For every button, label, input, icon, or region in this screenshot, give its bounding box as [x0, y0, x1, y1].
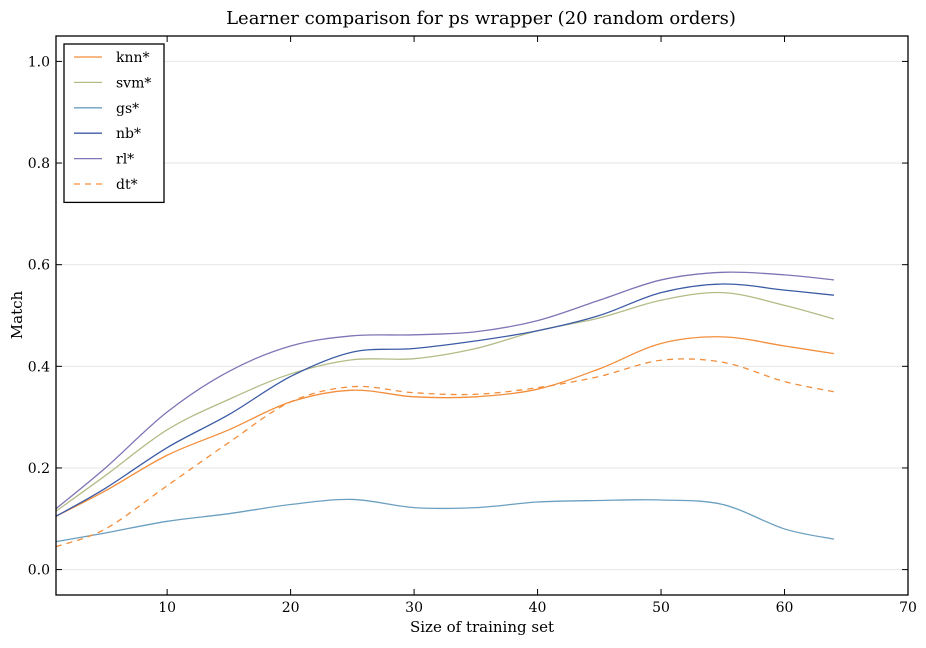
legend-label: nb*	[116, 126, 141, 142]
chart-title: Learner comparison for ps wrapper (20 ra…	[226, 8, 736, 29]
x-tick-label: 30	[405, 600, 423, 616]
y-tick-label: 0.0	[28, 563, 50, 579]
series-line-rl	[55, 271, 834, 510]
legend-box	[63, 43, 165, 204]
y-tick-label: 1.0	[28, 54, 50, 70]
x-tick-label: 20	[282, 600, 300, 616]
y-axis-label: Match	[8, 290, 26, 339]
legend-label: dt*	[116, 177, 138, 193]
x-tick-label: 10	[158, 600, 176, 616]
series-line-gs	[55, 498, 835, 543]
legend-label: gs*	[116, 101, 139, 117]
y-tick-label: 0.6	[28, 258, 50, 274]
y-tick-label: 0.2	[28, 461, 50, 477]
axis-ticks: 0.0 0.2 0.4 0.6 0.8 1.0 10 20 30 40 50 60 70	[28, 36, 917, 616]
x-tick-label: 50	[652, 600, 670, 616]
plot-frame	[55, 35, 909, 596]
series-lines	[55, 271, 835, 548]
legend-label: knn*	[116, 50, 150, 66]
series-line-dt	[55, 358, 835, 548]
grid-lines	[56, 60, 908, 571]
legend-label: svm*	[116, 75, 151, 91]
series-line-nb	[55, 283, 834, 517]
x-tick-label: 60	[776, 600, 794, 616]
series-line-svm	[55, 291, 835, 512]
y-tick-label: 0.8	[28, 156, 50, 172]
legend: knn* svm* gs* nb* rl* dt*	[63, 43, 165, 204]
x-tick-label: 70	[899, 600, 917, 616]
legend-label: rl*	[116, 152, 134, 168]
y-tick-label: 0.4	[28, 359, 50, 375]
x-axis-label: Size of training set	[410, 618, 554, 636]
x-tick-label: 40	[529, 600, 547, 616]
series-line-knn	[55, 336, 835, 517]
